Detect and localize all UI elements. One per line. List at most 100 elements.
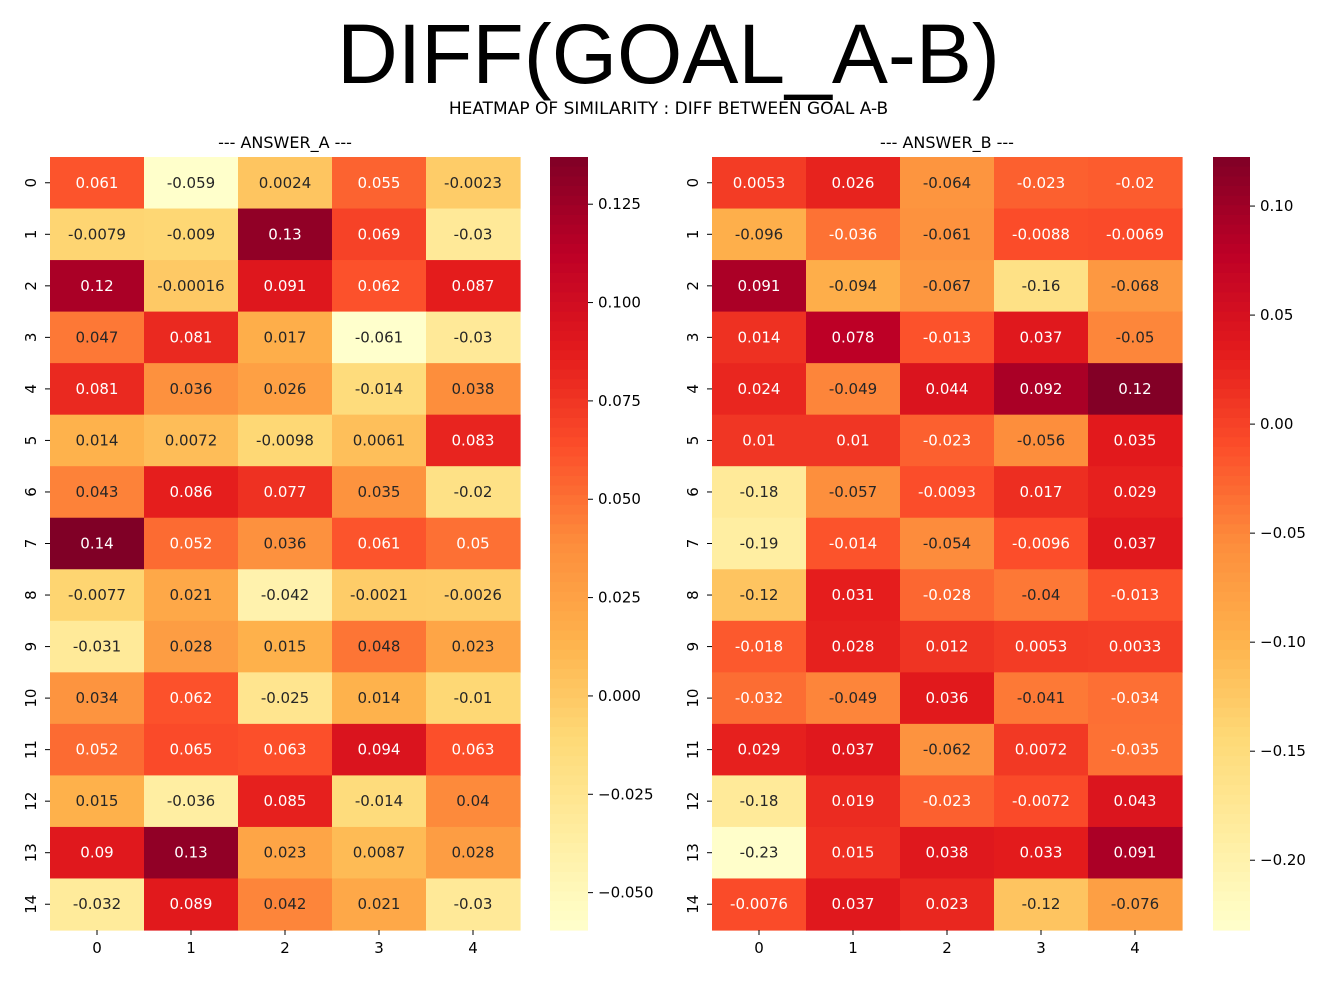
colorbar-segment xyxy=(1213,282,1250,293)
heatmap-cell xyxy=(238,723,333,776)
heatmap-cell xyxy=(712,414,807,467)
y-tick-label: 6 xyxy=(22,487,40,497)
heatmap-cell xyxy=(238,466,333,519)
colorbar-segment xyxy=(550,727,588,738)
heatmap-cell xyxy=(994,363,1089,416)
cell-value-label: 0.061 xyxy=(76,174,119,192)
cell-value-label: 0.13 xyxy=(174,844,207,862)
colorbar-segment xyxy=(1213,176,1250,187)
cell-value-label: 0.01 xyxy=(836,431,869,449)
heatmap-cell xyxy=(426,569,521,622)
cell-value-label: -0.076 xyxy=(1111,895,1159,913)
cell-value-label: 0.092 xyxy=(1020,380,1063,398)
cell-value-label: 0.019 xyxy=(832,792,875,810)
cell-value-label: 0.062 xyxy=(170,689,213,707)
heatmap-cell xyxy=(50,466,145,519)
colorbar-segment xyxy=(1213,514,1250,525)
colorbar-segment xyxy=(550,659,588,670)
y-tick-label: 8 xyxy=(684,590,702,600)
colorbar-segment xyxy=(550,814,588,825)
colorbar-segment xyxy=(550,157,588,168)
colorbar-segment xyxy=(550,369,588,380)
heatmap-cell xyxy=(712,260,807,313)
colorbar-segment xyxy=(1213,388,1250,400)
heatmap-cell xyxy=(1088,466,1183,519)
heatmap-cell xyxy=(426,878,521,931)
heatmap-cell xyxy=(332,672,427,725)
heatmap-cell xyxy=(332,775,427,828)
cell-value-label: -0.014 xyxy=(355,792,403,810)
colorbar-segment xyxy=(1213,205,1250,216)
colorbar-segment xyxy=(550,504,588,516)
y-tick-label: 14 xyxy=(22,895,40,914)
heatmap-cell xyxy=(806,723,901,776)
heatmap-cell xyxy=(426,157,521,210)
heatmap-cell xyxy=(712,157,807,210)
cell-value-label: -0.041 xyxy=(1017,689,1065,707)
cell-value-label: 0.065 xyxy=(170,741,213,759)
cell-value-label: 0.031 xyxy=(832,586,875,604)
cell-value-label: 0.069 xyxy=(358,225,401,243)
heatmap-cell xyxy=(1088,569,1183,622)
cell-value-label: 0.037 xyxy=(1114,535,1157,553)
heatmap-cell xyxy=(332,466,427,519)
colorbar-segment xyxy=(1213,910,1250,921)
colorbar-segment xyxy=(1213,794,1250,805)
colorbar-segment xyxy=(550,408,588,419)
cell-value-label: 0.04 xyxy=(456,792,489,810)
heatmap-cell xyxy=(332,260,427,313)
cell-value-label: 0.037 xyxy=(832,741,875,759)
y-tick-label: 3 xyxy=(684,333,702,343)
heatmap-cell xyxy=(712,826,807,880)
heatmap-cell xyxy=(806,672,901,725)
cell-value-label: -0.056 xyxy=(1017,431,1065,449)
heatmap-cell xyxy=(332,517,427,570)
heatmap-cell xyxy=(1088,363,1183,416)
heatmap-cell xyxy=(238,414,333,467)
cell-value-label: -0.032 xyxy=(735,689,783,707)
heatmap-cell xyxy=(332,414,427,467)
colorbar-segment xyxy=(550,601,588,612)
colorbar-segment xyxy=(550,765,588,776)
heatmap-cell xyxy=(1088,414,1183,467)
y-tick-label: 0 xyxy=(22,178,40,188)
cell-value-label: 0.023 xyxy=(264,844,307,862)
colorbar-segment xyxy=(550,562,588,574)
colorbar-segment xyxy=(550,475,588,487)
cell-value-label: -0.03 xyxy=(454,225,493,243)
cell-value-label: -0.062 xyxy=(923,741,971,759)
colorbar-segment xyxy=(550,311,588,322)
cell-value-label: -0.01 xyxy=(454,689,493,707)
cell-value-label: -0.031 xyxy=(73,638,121,656)
heatmap-cell xyxy=(426,414,521,467)
colorbar-segment xyxy=(1213,359,1250,371)
cell-value-label: 0.037 xyxy=(1020,328,1063,346)
colorbar-segment xyxy=(550,243,588,255)
cell-value-label: 0.091 xyxy=(738,277,781,295)
heatmap-cell xyxy=(144,878,239,931)
colorbar-segment xyxy=(1213,446,1250,458)
x-tick-label: 3 xyxy=(1036,939,1046,957)
heatmap-cell xyxy=(806,826,901,880)
heatmap-cell xyxy=(332,157,427,210)
colorbar-segment xyxy=(1213,765,1250,776)
colorbar-segment xyxy=(1213,562,1250,574)
cell-value-label: 0.023 xyxy=(926,895,969,913)
cell-value-label: 0.055 xyxy=(358,174,401,192)
cell-value-label: -0.013 xyxy=(1111,586,1159,604)
colorbar-tick-label: −0.10 xyxy=(1260,633,1306,651)
colorbar-segment xyxy=(1213,630,1250,641)
heatmap-cell xyxy=(994,260,1089,313)
cell-value-label: 0.081 xyxy=(170,328,213,346)
heatmap-cell xyxy=(426,723,521,776)
cell-value-label: 0.028 xyxy=(170,638,213,656)
colorbar-segment xyxy=(550,746,588,757)
colorbar-segment xyxy=(550,756,588,767)
colorbar-segment xyxy=(550,427,588,438)
heatmap-cell xyxy=(1088,775,1183,828)
heatmap-cell xyxy=(1088,878,1183,931)
heatmap-cell xyxy=(238,878,333,931)
cell-value-label: 0.0053 xyxy=(1015,638,1068,656)
heatmap-cell xyxy=(712,466,807,519)
colorbar-segment xyxy=(1213,437,1250,448)
